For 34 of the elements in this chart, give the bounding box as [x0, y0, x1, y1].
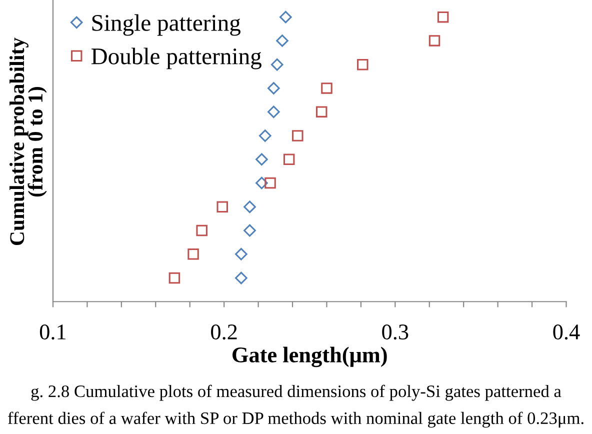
point: [283, 154, 295, 165]
point: [316, 106, 328, 118]
point: [428, 35, 440, 46]
point: [279, 10, 292, 24]
point: [268, 82, 280, 94]
point: [268, 106, 280, 118]
x-tick-label: 0.2: [211, 324, 237, 340]
point: [357, 58, 368, 70]
point: [216, 201, 228, 212]
point: [244, 224, 256, 237]
point: [256, 153, 268, 166]
point: [256, 176, 268, 190]
point: [264, 177, 276, 189]
point: [437, 11, 449, 23]
point: [270, 58, 284, 71]
x-tick-label: 0.1: [40, 324, 66, 340]
legend-label: Double patterning: [91, 48, 262, 70]
point: [276, 34, 288, 47]
point: [196, 224, 208, 236]
y-axis-title: Cumulative probability (from 0 to 1): [10, 38, 47, 246]
point: [188, 248, 199, 260]
point: [235, 248, 248, 260]
legend-label: Single pattering: [92, 14, 240, 36]
point: [168, 272, 180, 284]
text: g. 2.8 Cumulative plots of measured dimensions of poly-Si gates patterned a: [31, 384, 562, 401]
point: [235, 272, 248, 284]
point: [292, 130, 304, 142]
x-axis-title: Gate length(μm): [232, 346, 387, 368]
point: [244, 200, 256, 214]
x-tick-label: 0.3: [382, 324, 408, 340]
point: [321, 82, 332, 94]
point: [258, 130, 272, 142]
text: fferent dies of a wafer with SP or DP methods with nominal gate length of 0.23μm.: [8, 412, 584, 428]
x-tick-label: 0.4: [553, 324, 580, 340]
